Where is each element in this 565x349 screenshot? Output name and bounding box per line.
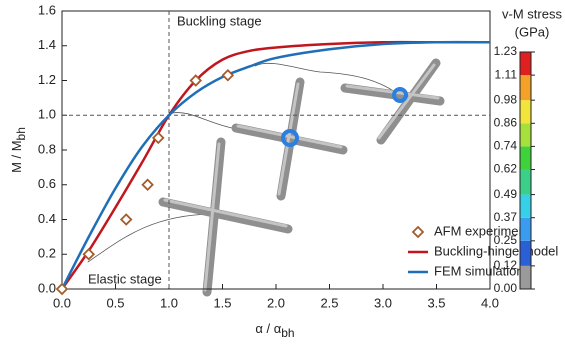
annotation: Buckling stage	[177, 13, 262, 28]
plot-frame	[61, 10, 491, 290]
x-tick-label: 2.0	[267, 295, 285, 310]
colorbar-tick-label: 0.00	[494, 281, 518, 295]
legend-label: AFM experiment	[434, 223, 530, 238]
colorbar-tick-label: 1.11	[495, 67, 518, 81]
illustration	[87, 58, 445, 297]
colorbar-segment	[520, 52, 531, 76]
colorbar-tick-label: 0.12	[494, 258, 518, 272]
y-tick-label: 1.6	[38, 2, 56, 17]
series-line	[60, 40, 491, 290]
colorbar-title: v-M stress	[502, 6, 562, 21]
y-tick-label: 1.2	[38, 72, 56, 87]
data-point	[55, 282, 69, 296]
colorbar-segment	[520, 265, 531, 289]
x-tick-label: 3.0	[374, 295, 392, 310]
y-axis-label: M / Mbh	[9, 127, 28, 173]
annotation: Elastic stage	[88, 271, 162, 286]
colorbar-tick-label: 0.74	[494, 139, 518, 153]
x-tick-label: 0.0	[53, 295, 71, 310]
data-point	[189, 74, 203, 87]
y-tick-label: 1.4	[38, 37, 56, 52]
series-line	[60, 40, 490, 290]
legend-label: FEM simulation	[434, 263, 524, 278]
x-tick-label: 1.0	[160, 295, 178, 310]
colorbar-segment	[520, 169, 531, 195]
x-tick-label: 0.5	[106, 295, 124, 310]
data-point	[119, 213, 133, 226]
colorbar-tick-label: 1.23	[494, 44, 518, 58]
colorbar-segment	[520, 240, 531, 266]
data-point	[82, 247, 96, 261]
colorbar-title: (GPa)	[515, 24, 550, 39]
colorbar-frame	[519, 51, 532, 290]
y-tick-label: 0.2	[38, 246, 56, 261]
y-tick-label: 0.0	[38, 280, 56, 295]
x-tick-label: 3.5	[427, 295, 445, 310]
y-tick-label: 0.4	[38, 211, 56, 226]
colorbar-segment	[520, 100, 531, 124]
y-tick-label: 1.0	[38, 107, 56, 122]
x-tick-label: 1.5	[213, 295, 231, 310]
x-tick-label: 4.0	[481, 295, 499, 310]
colorbar-segment	[520, 217, 531, 241]
colorbar-segment	[520, 194, 531, 218]
data-point	[141, 178, 154, 192]
colorbar-tick-label: 0.86	[494, 115, 518, 129]
legend-marker	[411, 225, 425, 239]
y-tick-label: 0.6	[38, 176, 56, 191]
colorbar-tick-label: 0.25	[494, 233, 518, 247]
data-point	[221, 69, 235, 82]
colorbar-segment	[520, 123, 531, 147]
colorbar-tick-label: 0.49	[494, 187, 518, 201]
x-axis-label: α / αbh	[255, 321, 294, 340]
data-point	[152, 131, 165, 145]
colorbar-segment	[520, 146, 531, 170]
colorbar-tick-label: 0.62	[494, 162, 518, 176]
y-tick-label: 0.8	[38, 141, 56, 156]
colorbar-tick-label: 0.37	[494, 210, 518, 224]
x-tick-label: 2.5	[320, 295, 338, 310]
colorbar-tick-label: 0.98	[494, 92, 518, 106]
colorbar-segment	[520, 75, 531, 101]
